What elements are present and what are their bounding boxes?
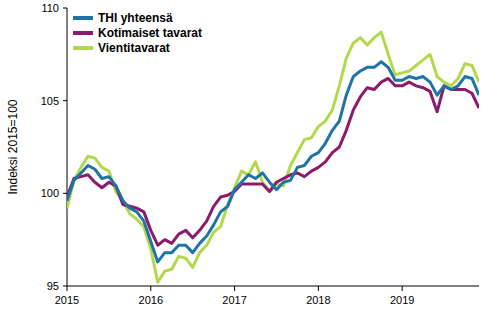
y-tick-label: 110 [41,2,59,14]
y-tick [63,286,67,287]
y-tick [63,193,67,194]
plot-area [67,32,479,282]
y-axis-label: Indeksi 2015=100 [6,99,20,194]
legend-swatch [73,46,93,50]
y-tick [63,8,67,9]
legend-swatch [73,16,93,20]
legend-label: THI yhteensä [98,11,173,25]
y-tick-label: 105 [41,95,59,107]
legend: THI yhteensäKotimaiset tavaratVientitava… [73,11,202,55]
x-tick-label: 2015 [55,294,79,306]
x-tick-label: 2018 [306,294,330,306]
x-axis [67,286,479,287]
x-tick-label: 2017 [222,294,246,306]
y-axis [67,8,68,286]
chart: 95 100 105 110 2015 2016 2017 2018 2019 Indeksi 2… [0,0,500,330]
series-line [67,62,479,262]
x-tick-label: 2016 [139,294,163,306]
y-tick [63,100,67,101]
x-tick [318,286,319,291]
x-tick [402,286,403,291]
legend-label: Kotimaiset tavarat [98,26,202,40]
legend-swatch [73,31,93,35]
legend-label: Vientitavarat [98,41,170,55]
y-tick-label: 95 [47,280,59,292]
series-line [67,32,479,282]
x-tick [234,286,235,291]
series-line [67,78,479,245]
x-tick-label: 2019 [390,294,414,306]
x-tick [67,286,68,291]
y-tick-label: 100 [41,187,59,199]
x-tick [150,286,151,291]
